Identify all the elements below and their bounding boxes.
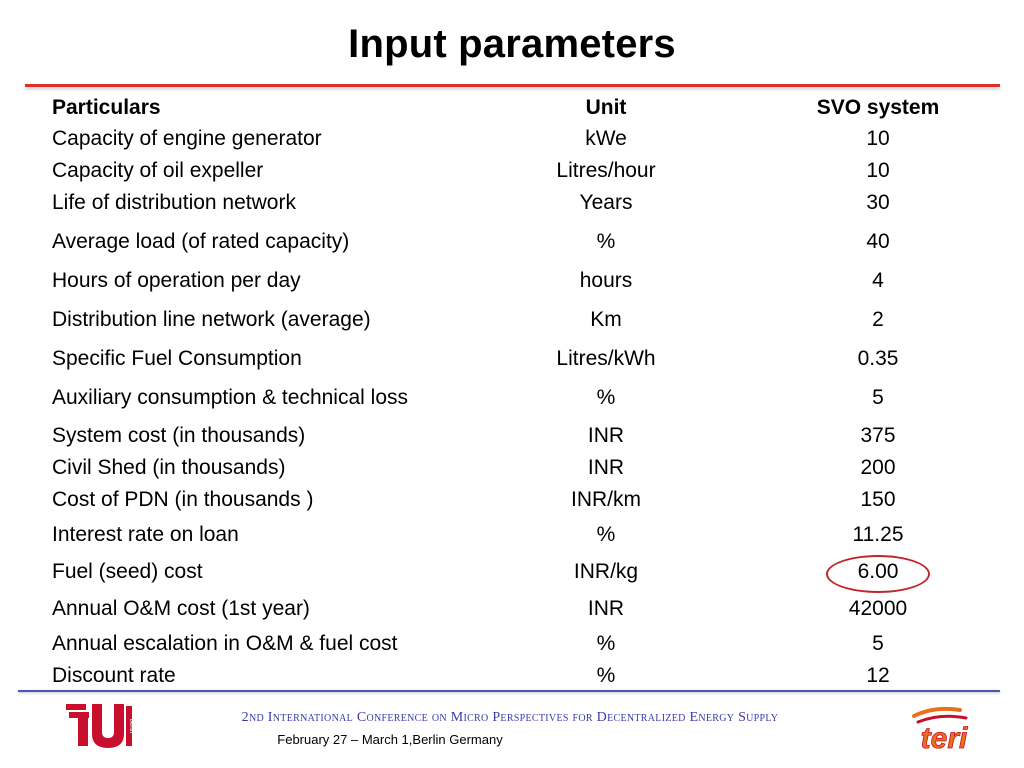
row-particular: Fuel (seed) cost	[52, 560, 203, 583]
row-value: 4	[872, 269, 884, 292]
table-row: Hours of operation per day hours 4	[0, 266, 1024, 296]
table-row: Life of distribution network Years 30	[0, 188, 1024, 218]
header-unit: Unit	[585, 96, 627, 119]
footer-divider	[18, 690, 1000, 692]
row-unit: INR	[587, 456, 625, 479]
table-row: Distribution line network (average) Km 2	[0, 305, 1024, 335]
row-unit: INR	[587, 597, 625, 620]
row-unit: INR/km	[571, 488, 641, 511]
table-row: System cost (in thousands) INR 375	[0, 421, 1024, 451]
row-particular: Capacity of oil expeller	[52, 159, 264, 182]
row-value: 2	[872, 308, 884, 331]
row-value: 40	[866, 230, 890, 253]
row-unit: Litres/hour	[556, 159, 656, 182]
teri-logo: teri	[912, 706, 968, 752]
row-particular: Average load (of rated capacity)	[52, 230, 350, 253]
table-row: Cost of PDN (in thousands ) INR/km 150	[0, 485, 1024, 515]
table-row: Fuel (seed) cost INR/kg 6.00	[0, 557, 1024, 587]
row-unit: %	[596, 523, 616, 546]
row-value: 5	[872, 632, 884, 655]
row-value: 10	[866, 159, 890, 182]
row-particular: Discount rate	[52, 664, 176, 687]
row-value: 200	[860, 456, 896, 479]
row-particular: Annual O&M cost (1st year)	[52, 597, 310, 620]
conference-dates: February 27 – March 1,Berlin Germany	[277, 732, 503, 747]
row-particular: Distribution line network (average)	[52, 308, 371, 331]
row-value: 5	[872, 386, 884, 409]
row-particular: Cost of PDN (in thousands )	[52, 488, 314, 511]
row-particular: Civil Shed (in thousands)	[52, 456, 286, 479]
header-particulars: Particulars	[52, 96, 161, 119]
row-value: 150	[860, 488, 896, 511]
row-value: 12	[866, 664, 890, 687]
row-unit: kWe	[585, 127, 627, 150]
row-unit: %	[596, 632, 616, 655]
conference-name: 2nd International Conference on Micro Pe…	[241, 710, 779, 725]
row-unit: %	[596, 386, 616, 409]
row-unit: Litres/kWh	[556, 347, 656, 370]
row-particular: Auxiliary consumption & technical loss	[52, 386, 408, 409]
teri-logo-text: teri	[921, 722, 968, 752]
table-row: Capacity of engine generator kWe 10	[0, 124, 1024, 154]
row-value: 10	[866, 127, 890, 150]
row-unit: Km	[590, 308, 622, 331]
row-unit: hours	[579, 269, 633, 292]
row-particular: Hours of operation per day	[52, 269, 301, 292]
row-particular: Specific Fuel Consumption	[52, 347, 302, 370]
table-row: Auxiliary consumption & technical loss %…	[0, 383, 1024, 413]
title-underline	[25, 84, 1000, 87]
table-row: Capacity of oil expeller Litres/hour 10	[0, 156, 1024, 186]
row-unit: %	[596, 664, 616, 687]
tu-logo-text: berlin	[128, 719, 134, 734]
row-particular: Life of distribution network	[52, 191, 296, 214]
row-value: 11.25	[852, 523, 904, 546]
table-header-row: Particulars Unit SVO system	[0, 93, 1024, 123]
table-row: Annual escalation in O&M & fuel cost % 5	[0, 629, 1024, 659]
table-row: Civil Shed (in thousands) INR 200	[0, 453, 1024, 483]
row-unit: Years	[579, 191, 633, 214]
row-unit: INR/kg	[573, 560, 639, 583]
table-row: Interest rate on loan % 11.25	[0, 520, 1024, 550]
header-svo-system: SVO system	[816, 96, 940, 119]
row-particular: System cost (in thousands)	[52, 424, 306, 447]
row-unit: INR	[587, 424, 625, 447]
table-row: Annual O&M cost (1st year) INR 42000	[0, 594, 1024, 624]
row-particular: Capacity of engine generator	[52, 127, 322, 150]
row-unit: %	[596, 230, 616, 253]
slide-title: Input parameters	[348, 22, 676, 66]
table-row: Discount rate % 12	[0, 661, 1024, 691]
row-particular: Annual escalation in O&M & fuel cost	[52, 632, 398, 655]
table-row: Average load (of rated capacity) % 40	[0, 227, 1024, 257]
row-value: 30	[866, 191, 890, 214]
row-value: 0.35	[857, 347, 899, 370]
row-value: 42000	[848, 597, 908, 620]
row-particular: Interest rate on loan	[52, 523, 239, 546]
highlight-circle	[826, 555, 930, 593]
parameters-table: Particulars Unit SVO system Capacity of …	[0, 93, 1024, 691]
tu-berlin-logo: berlin	[66, 704, 134, 748]
table-row: Specific Fuel Consumption Litres/kWh 0.3…	[0, 344, 1024, 374]
row-value: 375	[860, 424, 896, 447]
